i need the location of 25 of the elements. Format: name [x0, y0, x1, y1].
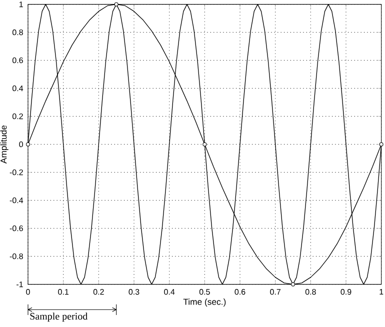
y-tick-label: 0.8	[12, 30, 23, 36]
y-tick-label: -1	[16, 282, 23, 288]
y-tick-label: 0.6	[12, 57, 23, 64]
y-tick-label: 0.2	[12, 113, 23, 120]
x-tick-label: 0.6	[234, 289, 246, 295]
y-tick-label: 0	[19, 141, 23, 148]
y-tick-label: 0.4	[12, 85, 24, 92]
x-tick-label: 1	[380, 289, 384, 295]
y-tick-label: -0.6	[10, 225, 23, 232]
text: Sample period	[30, 312, 88, 322]
x-tick-label: 0.8	[305, 289, 316, 295]
x-tick-label: 0.2	[93, 289, 104, 295]
x-tick-label: 0.4	[164, 289, 175, 295]
x-axis-title: Time (sec.)	[183, 298, 226, 307]
y-axis-title: Amplitude	[0, 125, 8, 164]
y-tick-label: -0.8	[10, 253, 23, 260]
y-tick-label: 1	[19, 2, 23, 8]
x-tick-label: 0.1	[58, 289, 69, 295]
x-tick-label: 0.9	[340, 289, 352, 295]
x-tick-label: 0.3	[128, 289, 140, 295]
y-tick-label: -0.2	[10, 169, 23, 176]
x-tick-label: 0	[26, 289, 30, 295]
x-tick-label: 0.7	[270, 289, 280, 295]
y-tick-label: -0.4	[10, 197, 24, 204]
x-tick-label: 0.5	[199, 289, 210, 295]
